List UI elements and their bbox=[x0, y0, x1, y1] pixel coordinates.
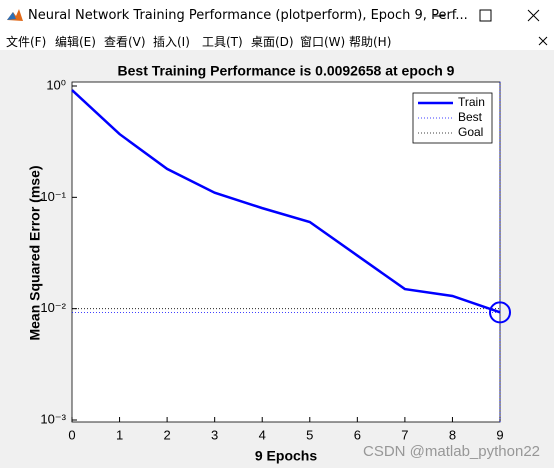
menu-item[interactable]: 帮助(H) bbox=[349, 35, 392, 49]
x-tick-label: 4 bbox=[259, 427, 266, 442]
title-bar: Neural Network Training Performance (plo… bbox=[0, 0, 554, 32]
train-line bbox=[71, 89, 501, 314]
menu-item[interactable]: 编辑(E) bbox=[55, 35, 96, 49]
legend-label: Best bbox=[458, 110, 483, 124]
x-tick-label: 1 bbox=[116, 427, 123, 442]
x-tick-label: 2 bbox=[163, 427, 170, 442]
y-tick-label: 10⁻³ bbox=[40, 411, 66, 426]
x-tick-label: 6 bbox=[354, 427, 361, 442]
menu-item[interactable]: 窗口(W) bbox=[300, 35, 346, 49]
legend-box bbox=[412, 92, 493, 144]
x-tick-label: 7 bbox=[401, 427, 408, 442]
menu-item[interactable]: 插入(I) bbox=[153, 35, 190, 49]
watermark: CSDN @matlab_python22 bbox=[363, 443, 540, 460]
legend-label: Train bbox=[458, 95, 485, 109]
x-tick-label: 9 bbox=[496, 427, 503, 442]
y-tick-label: 10⁻² bbox=[40, 300, 66, 315]
close-doc-icon[interactable] bbox=[537, 35, 549, 47]
maximize-button[interactable] bbox=[479, 9, 492, 22]
x-tick-label: 0 bbox=[68, 427, 75, 442]
legend-label: Goal bbox=[458, 125, 483, 139]
x-tick-label: 8 bbox=[449, 427, 456, 442]
x-tick-label: 3 bbox=[211, 427, 218, 442]
menu-bar: 文件(F) 编辑(E) 查看(V) 插入(I) 工具(T) 桌面(D) 窗口(W) 帮助(H) bbox=[0, 32, 554, 50]
close-button[interactable] bbox=[527, 9, 540, 22]
menu-item[interactable]: 文件(F) bbox=[6, 35, 47, 49]
menu-item[interactable]: 查看(V) bbox=[104, 35, 146, 49]
chart: Best Training Performance is 0.0092658 a… bbox=[27, 63, 540, 464]
menu-item[interactable]: 工具(T) bbox=[202, 35, 243, 49]
y-axis-label: Mean Squared Error (mse) bbox=[27, 165, 43, 340]
best-marker bbox=[489, 301, 511, 324]
y-tick-label: 10⁻¹ bbox=[40, 189, 66, 204]
x-tick-label: 5 bbox=[306, 427, 313, 442]
chart-title: Best Training Performance is 0.0092658 a… bbox=[118, 63, 455, 79]
window-controls bbox=[434, 9, 540, 22]
app-icon bbox=[7, 9, 23, 21]
x-axis-label: 9 Epochs bbox=[255, 448, 317, 464]
window-title: Neural Network Training Performance (plo… bbox=[28, 8, 468, 23]
menu-item[interactable]: 桌面(D) bbox=[251, 35, 294, 49]
y-tick-label: 10⁰ bbox=[46, 77, 66, 92]
